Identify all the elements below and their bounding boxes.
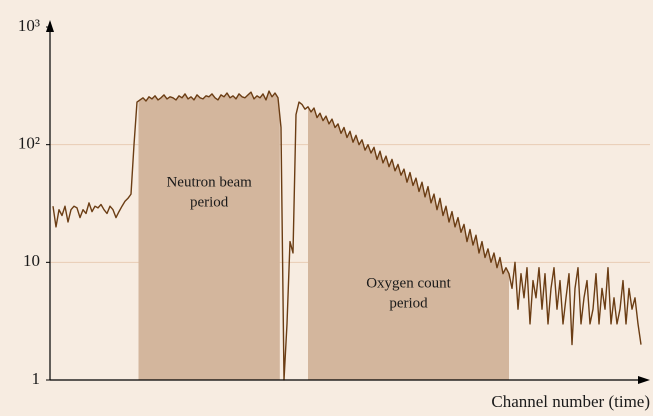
x-axis-label: Channel number (time) (491, 392, 650, 411)
y-tick-label: 10 (23, 251, 40, 270)
y-tick-label: 1 (32, 369, 41, 388)
y-tick-label: 10³ (18, 16, 40, 35)
data-line (52, 90, 642, 381)
y-tick-label: 10² (18, 134, 40, 153)
region-label: Oxygen count (366, 275, 451, 291)
x-axis-arrow (638, 376, 650, 384)
y-axis-arrow (46, 20, 54, 32)
region-label: period (190, 194, 229, 210)
shaded-region (138, 91, 280, 380)
shaded-region (308, 106, 509, 380)
region-label: Neutron beam (166, 174, 252, 190)
region-label: period (389, 295, 428, 311)
